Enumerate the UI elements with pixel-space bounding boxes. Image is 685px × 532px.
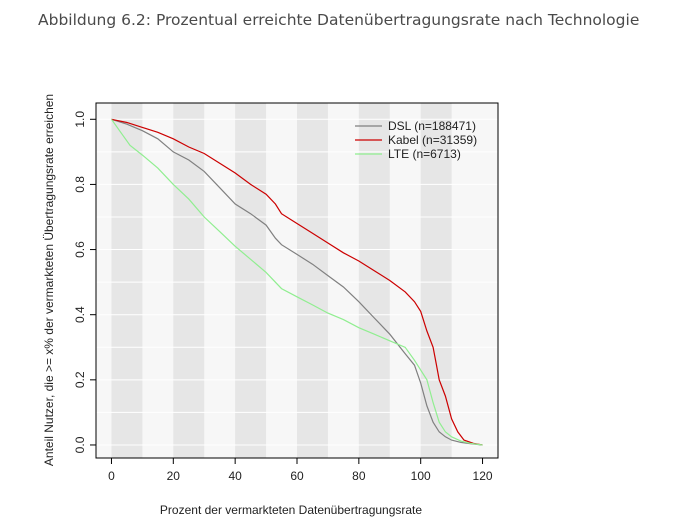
- legend-label: DSL (n=188471): [388, 119, 476, 133]
- x-tick-label: 100: [411, 469, 431, 483]
- series-layer: [111, 118, 483, 446]
- y-axis-label: Anteil Nutzer, die >= x% der vermarktete…: [42, 94, 56, 466]
- x-tick-label: 0: [108, 469, 115, 483]
- background-band: [358, 103, 390, 458]
- x-axis: 0 20 40 60 80 100 120: [108, 458, 493, 483]
- y-tick-label: 0.0: [73, 436, 87, 453]
- y-tick-label: 1.0: [73, 111, 87, 128]
- background-bands: [111, 103, 452, 458]
- y-tick-label: 0.2: [73, 371, 87, 388]
- x-tick-label: 40: [228, 469, 242, 483]
- x-tick-label: 60: [290, 469, 304, 483]
- series-line-0: [111, 118, 483, 446]
- y-axis: 0.0 0.2 0.4 0.6 0.8 1.0: [73, 111, 96, 453]
- x-axis-label: Prozent der vermarkteten Datenübertragun…: [160, 503, 422, 517]
- x-tick-label: 80: [352, 469, 366, 483]
- background-band: [111, 103, 143, 458]
- background-band: [173, 103, 205, 458]
- page-title: Abbildung 6.2: Prozentual erreichte Date…: [38, 11, 640, 29]
- series-line-1: [111, 118, 483, 446]
- legend-label: Kabel (n=31359): [388, 133, 477, 147]
- background-band: [297, 103, 328, 458]
- legend: DSL (n=188471)Kabel (n=31359)LTE (n=6713…: [355, 119, 477, 161]
- grid-lines: [96, 118, 498, 446]
- y-tick-label: 0.8: [73, 176, 87, 193]
- x-tick-label: 120: [473, 469, 493, 483]
- background-band: [235, 103, 267, 458]
- x-tick-label: 20: [167, 469, 181, 483]
- y-tick-label: 0.6: [73, 241, 87, 258]
- y-tick-label: 0.4: [73, 306, 87, 323]
- series-line-2: [111, 118, 483, 446]
- legend-label: LTE (n=6713): [388, 147, 461, 161]
